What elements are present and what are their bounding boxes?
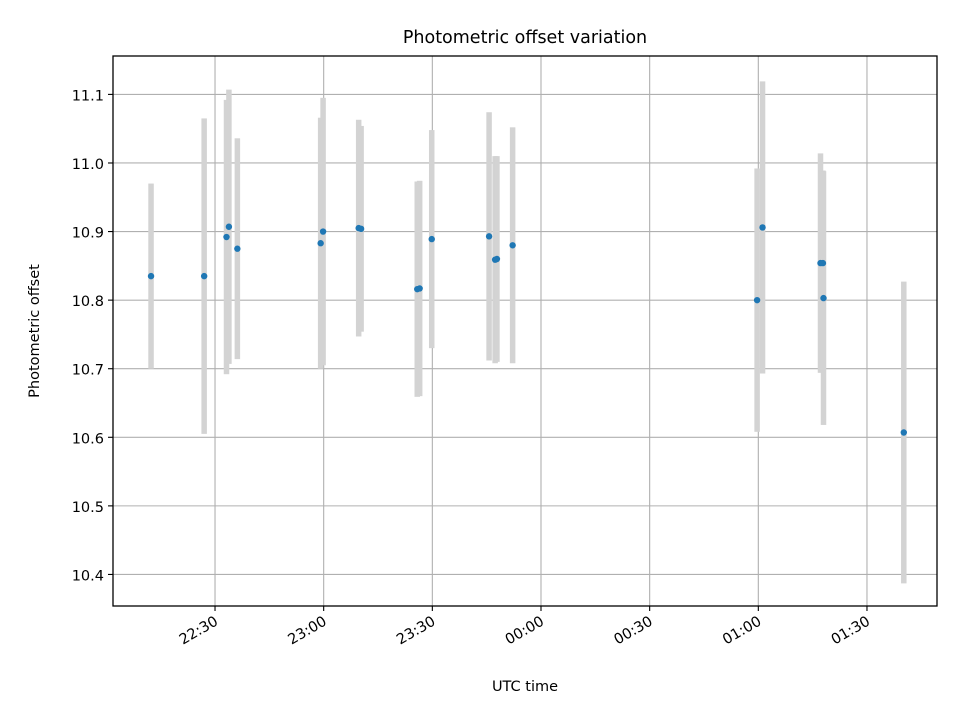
data-point bbox=[357, 225, 365, 233]
data-point bbox=[493, 255, 501, 263]
data-point bbox=[317, 240, 324, 247]
y-tick-label: 10.9 bbox=[72, 226, 104, 242]
data-point bbox=[223, 233, 230, 241]
y-tick-label: 10.7 bbox=[72, 363, 104, 379]
data-point bbox=[819, 259, 827, 267]
y-tick-label: 10.5 bbox=[72, 500, 104, 516]
plot-area-background bbox=[113, 56, 937, 606]
data-point bbox=[416, 285, 423, 292]
data-point bbox=[319, 228, 327, 235]
chart-title: Photometric offset variation bbox=[403, 28, 647, 48]
data-point bbox=[428, 235, 435, 243]
data-point bbox=[234, 245, 241, 252]
y-tick-label: 10.8 bbox=[72, 294, 104, 310]
data-point bbox=[900, 429, 907, 436]
y-tick-label: 11.1 bbox=[72, 88, 104, 104]
data-points bbox=[147, 223, 907, 436]
y-axis-label: Photometric offset bbox=[27, 264, 43, 398]
x-axis-label: UTC time bbox=[492, 679, 558, 695]
plot-area-frame bbox=[112, 55, 938, 607]
y-tick-label: 10.4 bbox=[72, 568, 104, 584]
data-point bbox=[147, 272, 155, 280]
data-point bbox=[485, 233, 493, 240]
y-tick-label: 10.6 bbox=[72, 431, 104, 447]
y-tick-label: 11.0 bbox=[72, 157, 104, 173]
data-point bbox=[509, 242, 516, 249]
data-point bbox=[820, 294, 827, 302]
data-point bbox=[759, 224, 766, 231]
data-point bbox=[225, 223, 233, 230]
data-point bbox=[200, 272, 208, 280]
y-axis-ticks: 10.4 10.5 10.6 10.7 10.8 10.9 11.0 11.1 bbox=[72, 88, 113, 584]
data-point bbox=[753, 296, 761, 304]
